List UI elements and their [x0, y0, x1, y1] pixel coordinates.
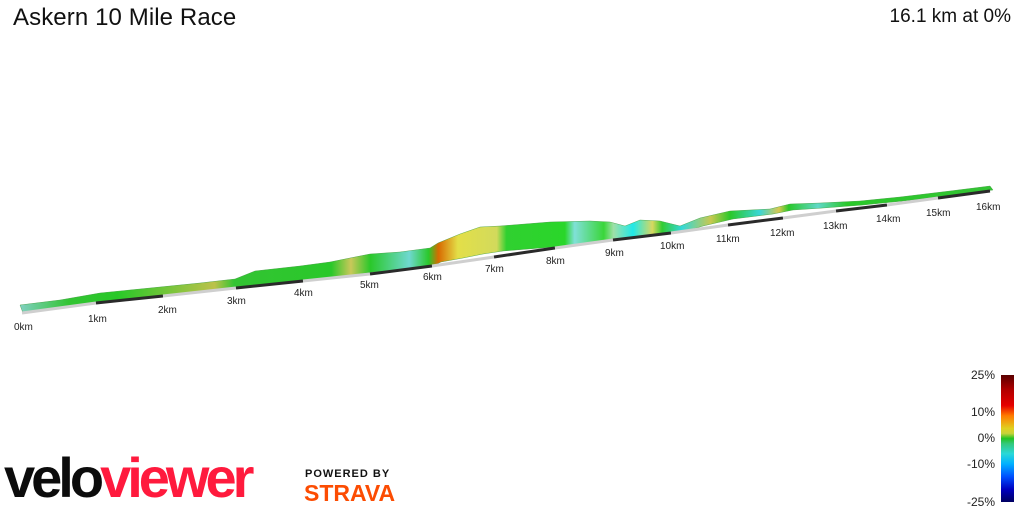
tick-8km: 8km [546, 256, 565, 267]
tick-1km: 1km [88, 314, 107, 325]
tick-7km: 7km [485, 264, 504, 275]
legend-label-10: 10% [970, 405, 995, 419]
tick-16km: 16km [976, 202, 1000, 213]
veloviewer-logo[interactable]: veloviewer [4, 446, 254, 509]
distance-axis-bands [21, 189, 991, 315]
gradient-colorbar [1001, 375, 1014, 502]
tick-6km: 6km [423, 272, 442, 283]
legend-label-neg10: -10% [966, 457, 995, 471]
legend-label-25: 25% [970, 368, 995, 382]
legend-label-neg25: -25% [966, 495, 995, 509]
powered-by-label: POWERED BY [305, 468, 391, 480]
tick-5km: 5km [360, 280, 379, 291]
km-labels: 0km 1km 2km 3km 4km 5km 6km 7km 8km 9km … [14, 202, 1000, 333]
tick-0km: 0km [14, 322, 33, 333]
route-title: Askern 10 Mile Race [13, 4, 237, 31]
route-distance-grade: 16.1 km at 0% [889, 6, 1011, 27]
tick-14km: 14km [876, 214, 900, 225]
strava-logo[interactable]: STRAVA [304, 480, 396, 506]
tick-15km: 15km [926, 208, 950, 219]
legend-label-0: 0% [977, 431, 995, 445]
tick-13km: 13km [823, 221, 847, 232]
tick-4km: 4km [294, 288, 313, 299]
tick-2km: 2km [158, 305, 177, 316]
tick-12km: 12km [770, 228, 794, 239]
tick-3km: 3km [227, 296, 246, 307]
profile-ribbon [19, 185, 994, 314]
tick-10km: 10km [660, 241, 684, 252]
tick-9km: 9km [605, 248, 624, 259]
tick-11km: 11km [716, 234, 740, 245]
